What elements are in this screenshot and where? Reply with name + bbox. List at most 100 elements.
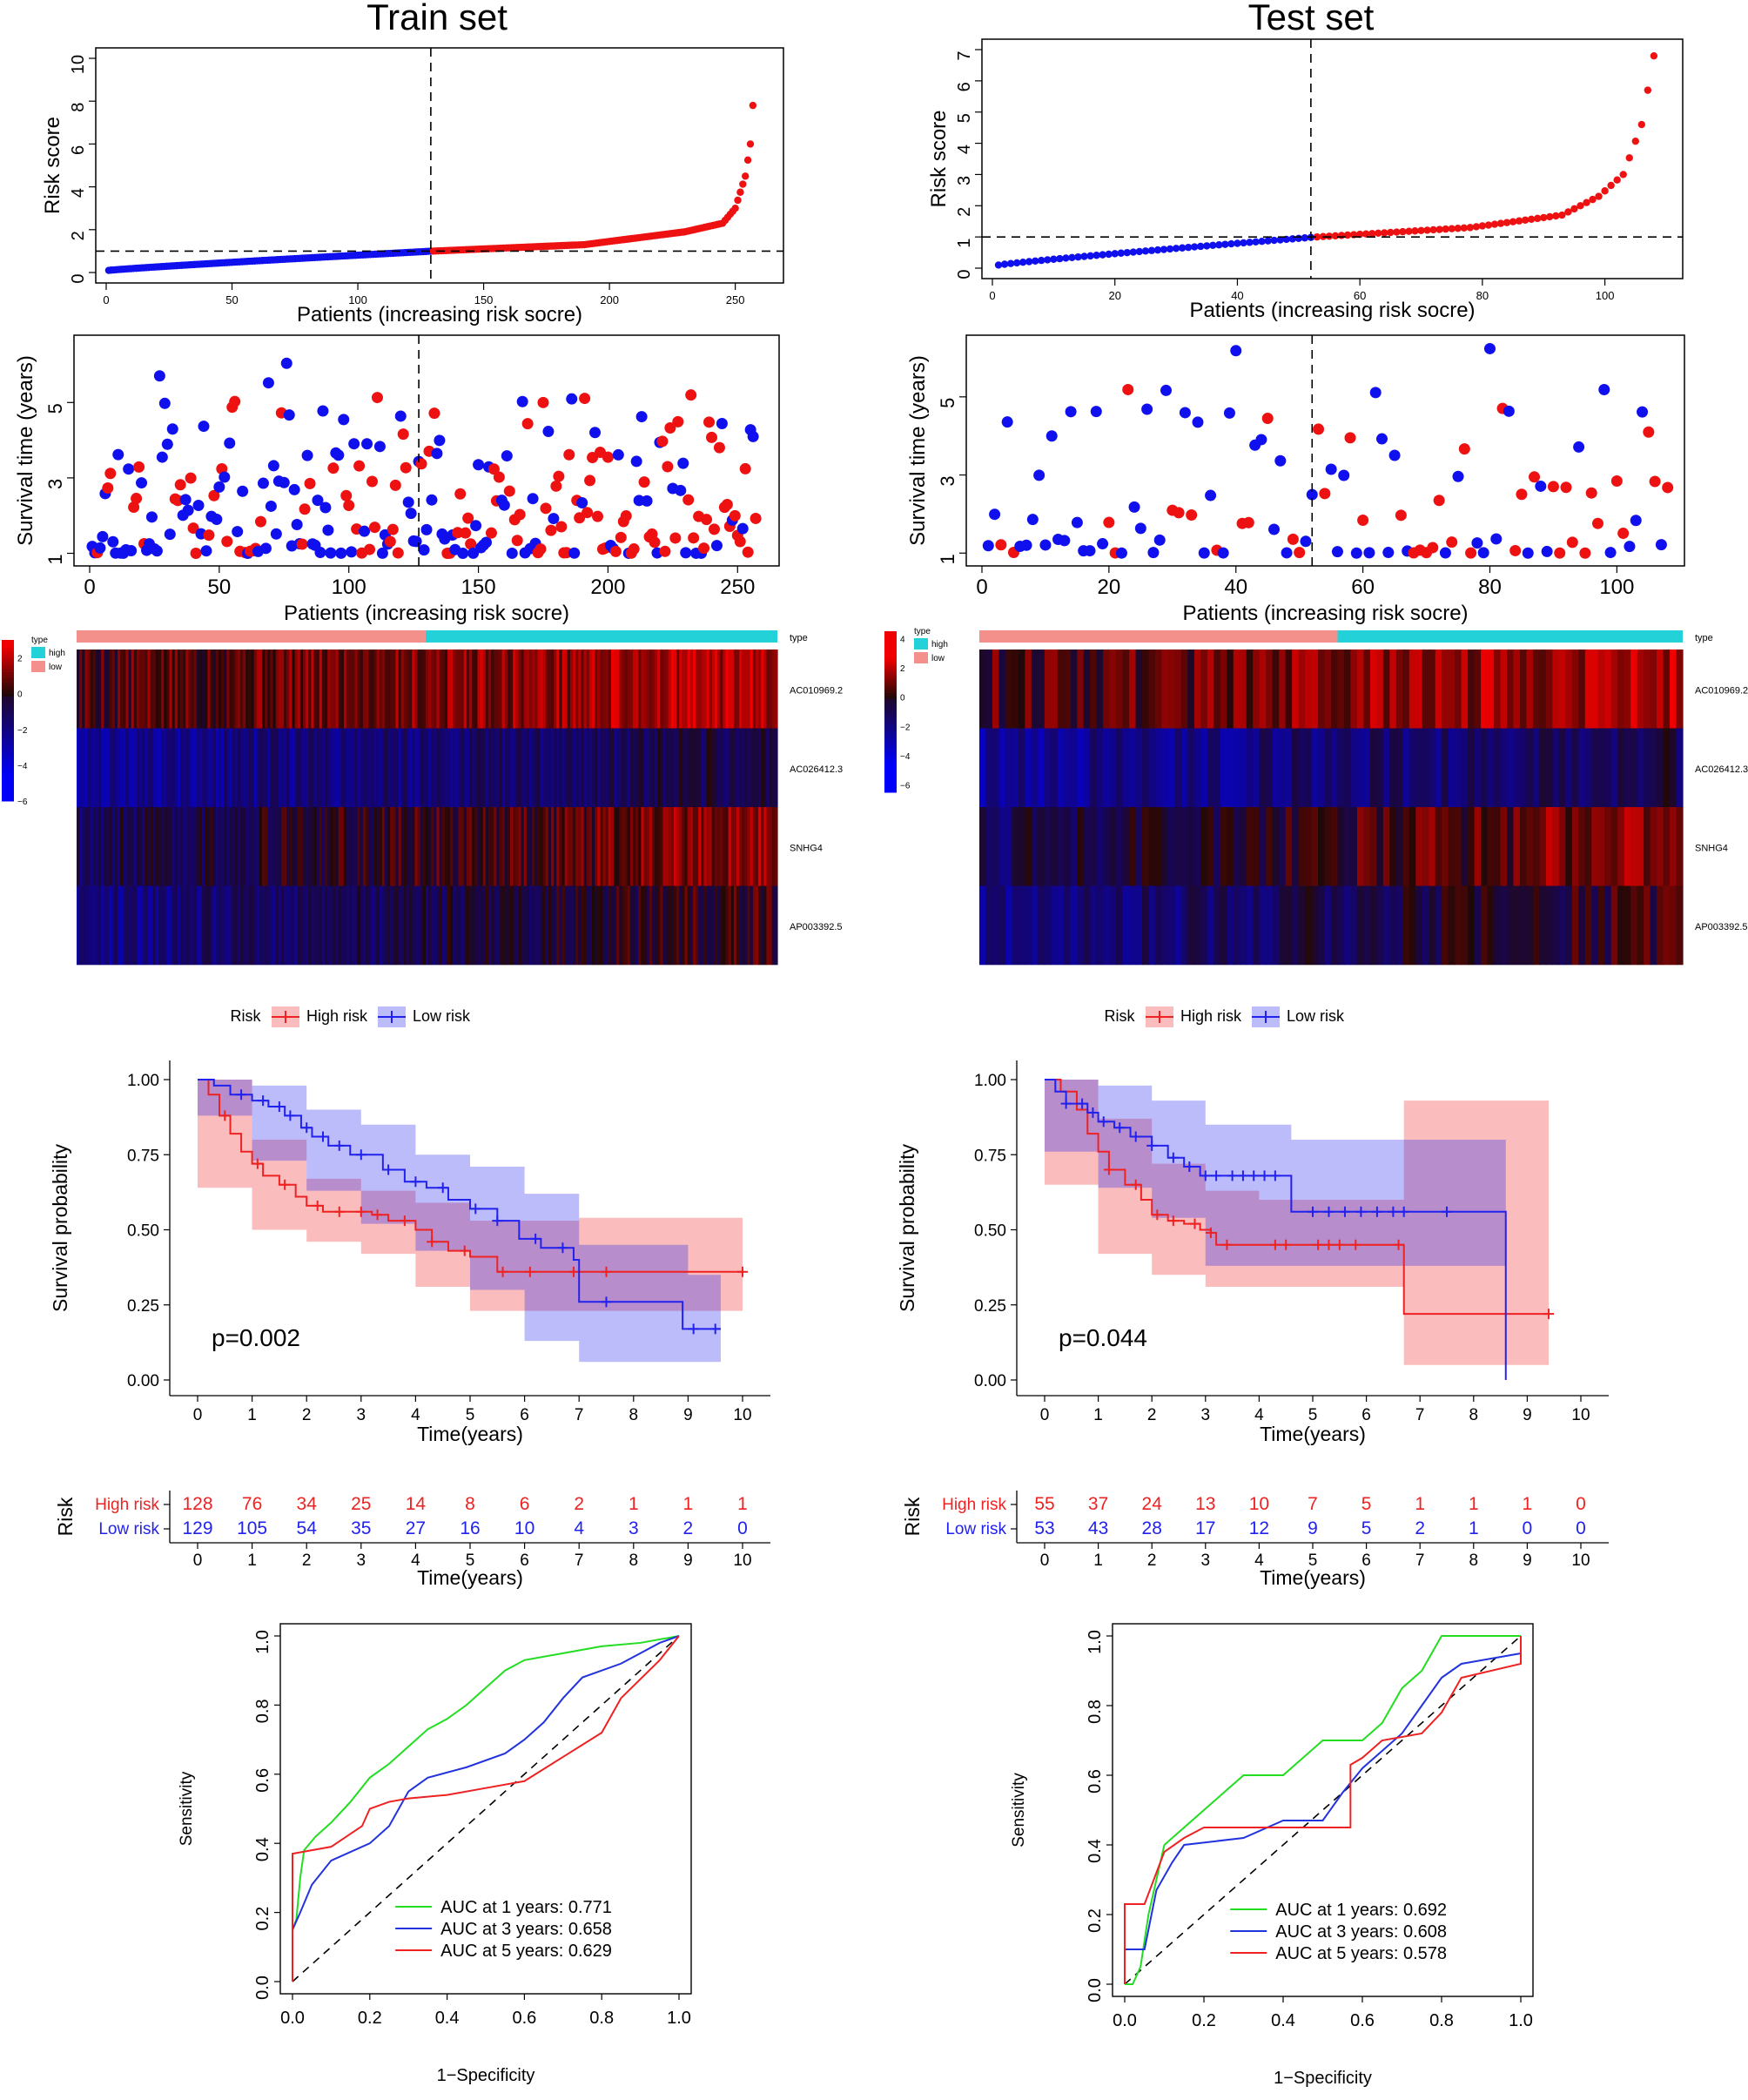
heatmap-cell — [338, 885, 342, 966]
heatmap-cell — [390, 728, 393, 808]
heatmap-cell — [537, 807, 541, 886]
heatmap-cell — [774, 650, 778, 729]
risk-point — [1276, 236, 1284, 244]
colorbar-segment — [884, 789, 897, 793]
heatmap-cell — [1657, 885, 1664, 966]
heatmap-cell — [523, 728, 528, 808]
risk-point — [1375, 229, 1382, 238]
survival-point — [1427, 542, 1439, 554]
colorbar-segment — [884, 754, 897, 758]
heatmap-cell — [82, 807, 85, 886]
table-count: 53 — [1034, 1518, 1054, 1538]
survival-point — [319, 501, 332, 514]
risk-point — [1448, 225, 1456, 232]
heatmap-cell — [597, 807, 602, 886]
risk-point — [1490, 220, 1499, 228]
risk-point — [1178, 244, 1187, 252]
survival-point — [710, 540, 723, 552]
heatmap-cell — [1305, 885, 1313, 966]
survival-point — [224, 437, 236, 449]
survival-point — [1490, 533, 1503, 545]
table-xtick-label: 10 — [733, 1551, 751, 1570]
heatmap-cell — [998, 650, 1006, 729]
survival-point — [545, 524, 557, 536]
heatmap-cell — [545, 728, 549, 808]
heatmap-cell — [1630, 885, 1638, 966]
survival-point — [656, 435, 669, 448]
heatmap-cell — [398, 728, 402, 808]
survival-point — [259, 542, 272, 555]
heatmap-cell — [1376, 807, 1384, 886]
heatmap-cell — [1298, 650, 1306, 729]
table-xlabel: Time(years) — [1260, 1566, 1366, 1589]
heatmap-cell — [77, 650, 80, 729]
colorbar-segment — [2, 771, 14, 775]
heatmap-cell — [1305, 807, 1313, 886]
colorbar-segment — [884, 682, 897, 686]
heatmap-cell — [701, 650, 705, 729]
heatmap-cell — [1337, 807, 1345, 886]
heatmap-cell — [706, 650, 710, 729]
heatmap-cell — [1207, 807, 1214, 886]
risk-point — [1466, 224, 1475, 232]
heatmap-cell — [673, 728, 677, 808]
heatmap-cell — [684, 650, 689, 729]
heatmap-cell — [390, 650, 393, 729]
heatmap-cell — [556, 807, 561, 886]
survival-point — [1001, 416, 1013, 428]
survival-point — [317, 405, 329, 417]
risk-point — [1215, 241, 1223, 249]
heatmap-cell — [1474, 650, 1482, 729]
heatmap-cell — [335, 807, 340, 886]
heatmap-cell — [1578, 885, 1586, 966]
heatmap-cell — [1604, 650, 1612, 729]
legend-type-title: type — [31, 636, 48, 645]
heatmap-cell — [1174, 650, 1182, 729]
roc-xtick-label: 1.0 — [667, 2009, 691, 2028]
colorbar-segment — [884, 757, 897, 761]
risk-point — [1429, 225, 1437, 234]
heatmap-cell — [253, 885, 258, 966]
heatmap-cell — [504, 728, 508, 808]
heatmap-cell — [1187, 807, 1195, 886]
heatmap-cell — [275, 728, 279, 808]
heatmap-cell — [578, 885, 582, 966]
colorbar-segment — [2, 666, 14, 670]
heatmap-cell — [158, 650, 162, 729]
heatmap-cell — [619, 650, 623, 729]
heatmap-cell — [1051, 650, 1059, 729]
table-title: Risk — [901, 1497, 924, 1536]
survival-point — [470, 520, 482, 532]
heatmap-cell — [1298, 807, 1306, 886]
heatmap-cell — [564, 728, 568, 808]
heatmap-cell — [1610, 807, 1618, 886]
colorbar-segment — [884, 719, 897, 724]
heatmap-cell — [1240, 650, 1247, 729]
table-count: 2 — [1415, 1518, 1425, 1538]
heatmap-cell — [1135, 807, 1143, 886]
heatmap-cell — [1311, 807, 1319, 886]
heatmap-cell — [1025, 885, 1032, 966]
heatmap-cell — [1038, 650, 1045, 729]
table-xtick-label: 7 — [575, 1551, 584, 1570]
survival-point — [1560, 481, 1572, 494]
heatmap-cell — [556, 885, 561, 966]
heatmap-cell — [297, 650, 301, 729]
heatmap-cell — [1442, 885, 1449, 966]
survival-point — [995, 539, 1007, 551]
heatmap-cell — [79, 807, 83, 886]
heatmap-cell — [701, 728, 705, 808]
heatmap-cell — [1435, 728, 1442, 808]
heatmap-cell — [319, 885, 323, 966]
risk-point — [1331, 232, 1340, 240]
heatmap-cell — [299, 728, 304, 808]
heatmap-cell — [289, 885, 293, 966]
heatmap-cell — [1064, 728, 1072, 808]
heatmap-cell — [682, 728, 686, 808]
heatmap-cell — [362, 650, 366, 729]
heatmap-cell — [226, 650, 231, 729]
heatmap-cell — [1122, 650, 1130, 729]
heatmap-cell — [1103, 885, 1111, 966]
heatmap-cell — [573, 728, 576, 808]
heatmap-cell — [518, 807, 522, 886]
